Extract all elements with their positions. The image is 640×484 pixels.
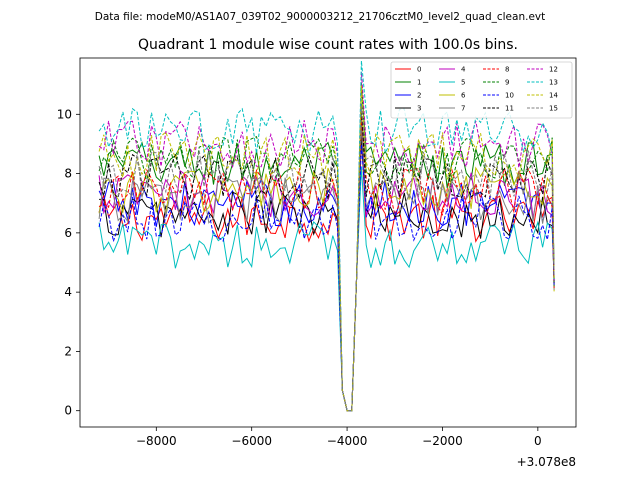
chart-suptitle: Data file: modeM0/AS1A07_039T02_90000032… [95, 11, 546, 23]
x-tick-label: −4000 [327, 434, 368, 448]
x-tick-label: 0 [534, 434, 542, 448]
legend-box [390, 61, 573, 119]
series-line-14 [98, 85, 555, 412]
plot-frame [79, 57, 577, 428]
x-tick-label: −6000 [231, 434, 272, 448]
series-line-9 [98, 83, 555, 412]
x-axis: −8000 −6000 −4000 −2000 0 [136, 427, 542, 448]
y-axis: 0 2 4 6 8 10 [57, 107, 80, 418]
plot-lines [98, 60, 555, 412]
y-tick-label: 4 [64, 285, 72, 299]
x-tick-label: −8000 [136, 434, 177, 448]
series-line-10 [98, 144, 555, 412]
series-line-15 [98, 104, 555, 412]
legend-label-2: 2 [417, 92, 421, 100]
series-line-3 [99, 135, 555, 412]
legend-label-11: 11 [505, 105, 514, 113]
y-tick-label: 6 [64, 226, 72, 240]
series-line-13 [98, 60, 555, 412]
series-line-11 [98, 103, 555, 412]
x-offset-label: +3.078e8 [517, 455, 576, 469]
series-line-4 [98, 115, 555, 412]
legend-label-4: 4 [461, 66, 466, 74]
legend-label-14: 14 [549, 92, 558, 100]
series-line-1 [98, 82, 555, 412]
y-tick-label: 10 [57, 107, 72, 121]
legend-label-8: 8 [505, 66, 509, 74]
legend-label-0: 0 [417, 66, 421, 74]
y-tick-label: 2 [64, 344, 72, 358]
y-tick-label: 8 [64, 167, 72, 181]
series-line-12 [98, 71, 555, 412]
y-tick-label: 0 [64, 404, 72, 418]
series-line-5 [98, 166, 555, 412]
legend-label-5: 5 [461, 79, 465, 87]
series-line-7 [98, 123, 555, 412]
series-line-8 [98, 115, 555, 412]
legend-label-1: 1 [417, 79, 421, 87]
legend-label-13: 13 [549, 79, 558, 87]
series-line-0 [98, 135, 555, 412]
legend-label-9: 9 [505, 79, 509, 87]
legend-label-3: 3 [417, 105, 421, 113]
legend-label-10: 10 [505, 92, 514, 100]
chart-title: Quadrant 1 module wise count rates with … [138, 37, 518, 53]
legend-label-15: 15 [549, 105, 558, 113]
legend-label-6: 6 [461, 92, 466, 100]
series-line-6 [98, 113, 555, 412]
x-tick-label: −2000 [422, 434, 463, 448]
legend-label-7: 7 [461, 105, 465, 113]
legend-label-12: 12 [549, 66, 558, 74]
